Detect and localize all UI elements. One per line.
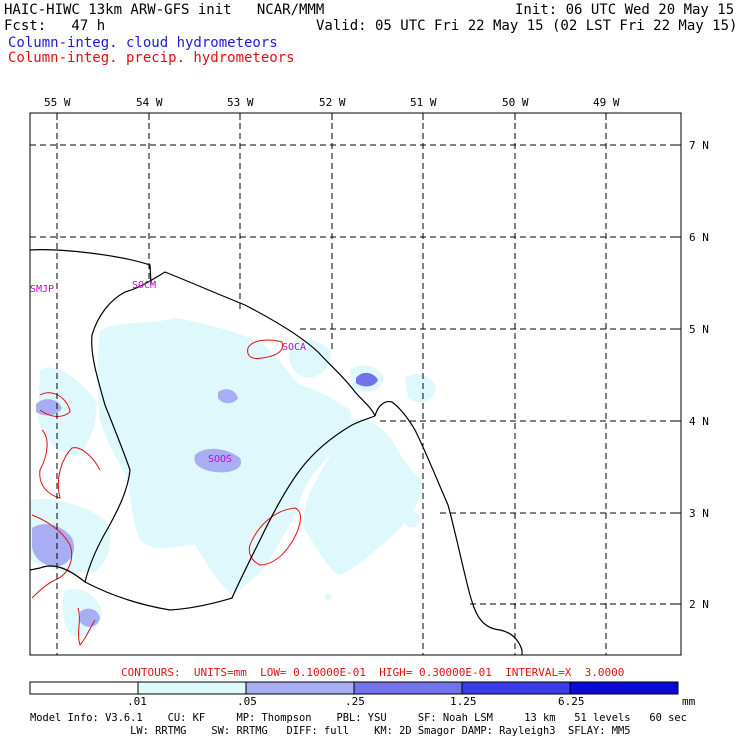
- lat-label: 6 N: [689, 231, 709, 244]
- lat-lon-grid: [30, 113, 681, 655]
- lon-label: 52 W: [319, 96, 346, 109]
- lat-label: 7 N: [689, 139, 709, 152]
- colorbar-label: 6.25: [558, 695, 585, 708]
- model-info-line2: LW: RRTMG SW: RRTMG DIFF: full KM: 2D Sm…: [30, 725, 631, 737]
- station-labels: SMJP SOCM SOCA SOOS: [30, 280, 306, 465]
- lat-label: 2 N: [689, 598, 709, 611]
- plot-title: HAIC-HIWC 13km ARW-GFS init NCAR/MMM: [4, 2, 325, 18]
- lon-label: 54 W: [136, 96, 163, 109]
- shade-medium: [32, 389, 242, 627]
- shade-dark: [356, 372, 378, 387]
- station-label: SMJP: [30, 284, 54, 295]
- colorbar: [29, 681, 679, 695]
- colorbar-label: .01: [127, 695, 147, 708]
- contour-info: CONTOURS: UNITS=mm LOW= 0.10000E-01 HIGH…: [121, 666, 625, 679]
- station-label: SOOS: [208, 454, 232, 465]
- station-label: SOCM: [132, 280, 156, 291]
- colorbar-label: .25: [345, 695, 365, 708]
- lon-label: 55 W: [44, 96, 71, 109]
- lon-label: 51 W: [410, 96, 437, 109]
- precip-contours: [31, 339, 301, 646]
- lat-label: 3 N: [689, 507, 709, 520]
- colorbar-unit: mm: [682, 695, 696, 708]
- lat-label: 5 N: [689, 323, 709, 336]
- lon-label: 49 W: [593, 96, 620, 109]
- colorbar-label: 1.25: [450, 695, 477, 708]
- lat-label: 4 N: [689, 415, 709, 428]
- init-time: Init: 06 UTC Wed 20 May 15: [515, 2, 735, 18]
- model-info-line1: Model Info: V3.6.1 CU: KF MP: Thompson P…: [30, 712, 687, 724]
- forecast-hour: Fcst: 47 h: [4, 18, 106, 34]
- frame-ticks: [56, 113, 681, 605]
- field-label-cloud: Column-integ. cloud hydrometeors: [8, 35, 278, 51]
- colorbar-label: .05: [237, 695, 257, 708]
- shade-light: [30, 318, 436, 637]
- station-label: SOCA: [282, 342, 306, 353]
- field-label-precip: Column-integ. precip. hydrometeors: [8, 50, 295, 66]
- coastline: [30, 249, 523, 655]
- lon-label: 50 W: [502, 96, 529, 109]
- lon-label: 53 W: [227, 96, 254, 109]
- map-frame: [29, 112, 682, 656]
- valid-time: Valid: 05 UTC Fri 22 May 15 (02 LST Fri …: [316, 18, 738, 34]
